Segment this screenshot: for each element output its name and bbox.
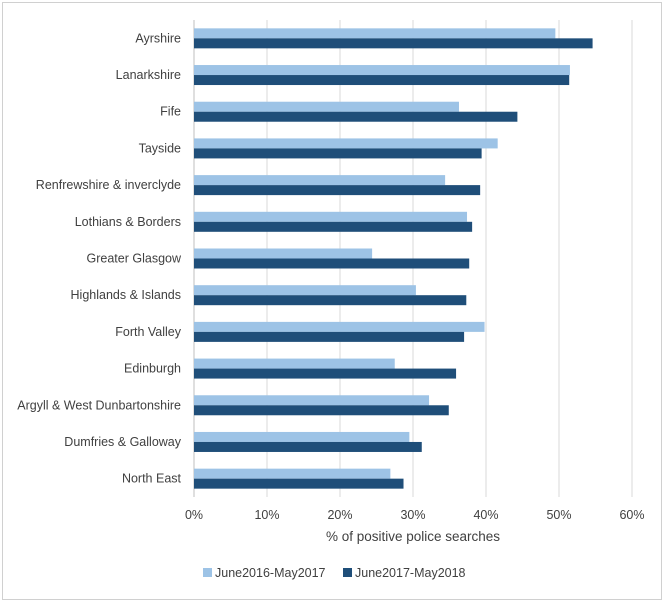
legend-swatch-series-1 xyxy=(203,568,212,577)
bar-1 xyxy=(194,285,416,296)
legend-swatch-series-2 xyxy=(343,568,352,577)
x-tick-labels: 0% 10% 20% 30% 40% 50% 60% xyxy=(185,508,645,522)
category-label: Dumfries & Galloway xyxy=(64,435,181,449)
bars xyxy=(194,28,593,489)
x-tick-label: 0% xyxy=(185,508,203,522)
bar-2 xyxy=(194,221,473,232)
bar-2 xyxy=(194,185,481,196)
bar-2 xyxy=(194,405,449,416)
x-tick-label: 10% xyxy=(254,508,279,522)
bar-2 xyxy=(194,38,593,49)
bar-1 xyxy=(194,101,459,112)
bar-2 xyxy=(194,368,457,379)
gridlines xyxy=(193,20,633,497)
category-label: Fife xyxy=(160,105,181,119)
legend-label-series-1: June2016-May2017 xyxy=(215,566,326,580)
category-label: Forth Valley xyxy=(115,325,182,339)
bar-1 xyxy=(194,321,485,332)
bar-1 xyxy=(194,28,556,39)
bar-2 xyxy=(194,258,470,269)
bar-1 xyxy=(194,138,498,149)
category-label: North East xyxy=(122,472,182,486)
bar-1 xyxy=(194,248,373,259)
x-tick-label: 30% xyxy=(400,508,425,522)
bar-1 xyxy=(194,395,430,406)
category-label: Argyll & West Dunbartonshire xyxy=(17,398,181,412)
x-tick-label: 40% xyxy=(473,508,498,522)
bar-2 xyxy=(194,111,518,122)
bar-2 xyxy=(194,295,467,306)
bar-2 xyxy=(194,478,404,489)
category-label: Tayside xyxy=(139,141,181,155)
bar-1 xyxy=(194,65,570,76)
bar-1 xyxy=(194,211,468,222)
bar-2 xyxy=(194,148,482,159)
category-label: Lothians & Borders xyxy=(75,215,181,229)
category-label: Renfrewshire & inverclyde xyxy=(36,178,181,192)
category-label: Ayrshire xyxy=(135,31,181,45)
bar-1 xyxy=(194,175,446,186)
category-label: Greater Glasgow xyxy=(87,252,182,266)
x-tick-label: 50% xyxy=(546,508,571,522)
bar-2 xyxy=(194,441,422,452)
x-tick-label: 20% xyxy=(327,508,352,522)
legend-label-series-2: June2017-May2018 xyxy=(355,566,466,580)
legend: June2016-May2017 June2017-May2018 xyxy=(203,566,466,580)
category-labels: Ayrshire Lanarkshire Fife Tayside Renfrewshi… xyxy=(17,31,182,485)
bar-1 xyxy=(194,358,395,369)
category-label: Lanarkshire xyxy=(116,68,181,82)
category-label: Highlands & Islands xyxy=(71,288,181,302)
x-axis-title: % of positive police searches xyxy=(326,529,500,544)
bar-2 xyxy=(194,75,570,86)
bar-1 xyxy=(194,431,410,442)
x-tick-label: 60% xyxy=(619,508,644,522)
category-label: Edinburgh xyxy=(124,362,181,376)
bar-1 xyxy=(194,468,391,479)
bar-2 xyxy=(194,331,465,342)
